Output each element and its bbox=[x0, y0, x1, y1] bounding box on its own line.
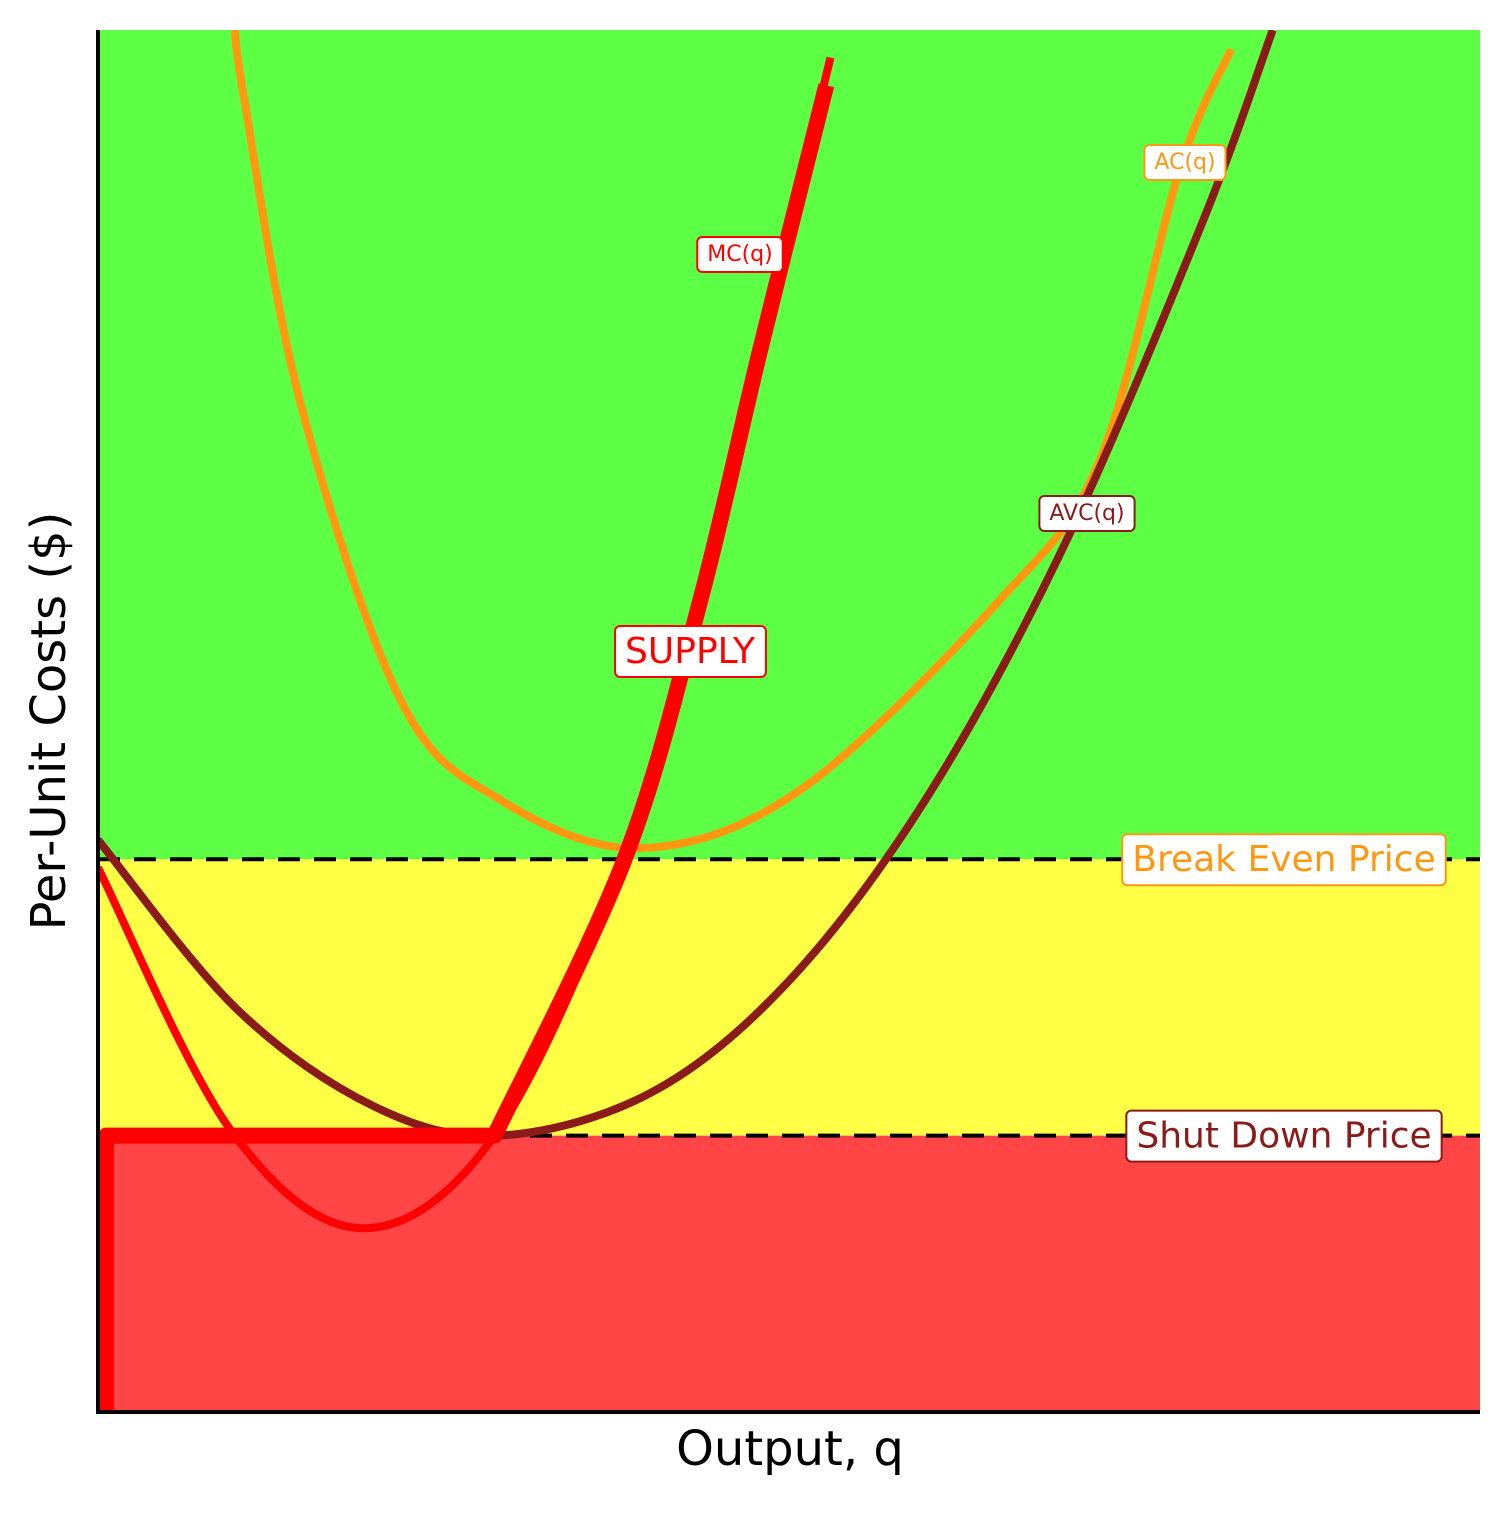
series-label-box bbox=[1038, 495, 1136, 532]
price-label: Shut Down Price bbox=[1136, 1116, 1431, 1157]
x-axis-label: Output, q bbox=[676, 1421, 904, 1477]
region bbox=[98, 1135, 1480, 1412]
series-label: MC(q) bbox=[707, 242, 772, 267]
region bbox=[98, 30, 1480, 860]
price-label-box bbox=[1125, 1109, 1443, 1163]
y-axis-label: Per-Unit Costs ($) bbox=[21, 512, 77, 931]
series-label-box bbox=[696, 236, 784, 273]
price-label-box bbox=[1121, 833, 1447, 887]
series-line bbox=[98, 30, 1277, 1140]
series-label: AVC(q) bbox=[1049, 501, 1124, 526]
series-label-box bbox=[614, 625, 767, 678]
series-label: SUPPLY bbox=[625, 631, 756, 672]
series-line bbox=[230, 30, 1235, 853]
price-label: Break Even Price bbox=[1132, 839, 1436, 880]
region bbox=[98, 859, 1480, 1136]
series-label: AC(q) bbox=[1154, 150, 1215, 175]
series-label-box bbox=[1143, 144, 1227, 181]
